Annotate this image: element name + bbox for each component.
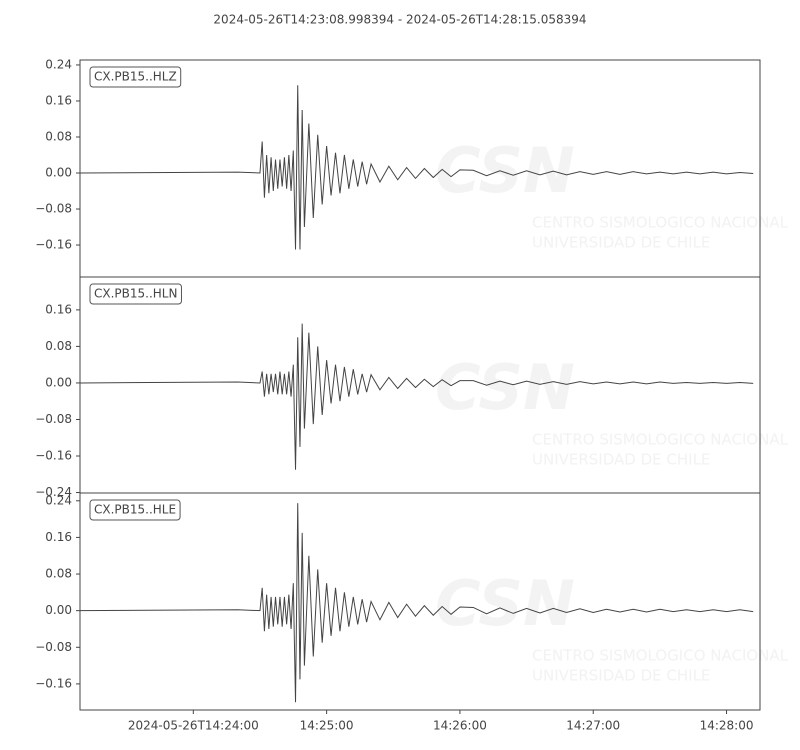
legend-label: CX.PB15..HLE (94, 503, 176, 517)
y-tick-label: −0.08 (35, 640, 72, 654)
y-tick-label: 0.16 (45, 530, 72, 544)
watermark: UNIVERSIDAD DE CHILE (532, 451, 710, 469)
watermark: CENTRO SISMOLOGICO NACIONAL (532, 214, 789, 232)
y-tick-label: −0.16 (35, 449, 72, 463)
y-tick-label: 0.08 (45, 339, 72, 353)
x-tick-label: 2024-05-26T14:24:00 (128, 719, 259, 733)
y-tick-label: 0.00 (45, 603, 72, 617)
waveform (79, 85, 754, 250)
y-tick-label: 0.24 (45, 57, 72, 71)
watermark: CENTRO SISMOLOGICO NACIONAL (532, 647, 789, 665)
waveform (79, 323, 754, 470)
x-tick-label: 14:25:00 (300, 719, 354, 733)
watermark: UNIVERSIDAD DE CHILE (532, 234, 710, 252)
y-tick-label: 0.08 (45, 567, 72, 581)
y-tick-label: −0.16 (35, 238, 72, 252)
y-tick-label: 0.16 (45, 302, 72, 316)
chart-title: 2024-05-26T14:23:08.998394 - 2024-05-26T… (213, 13, 586, 27)
watermark: CSN (435, 134, 575, 207)
legend-box (89, 283, 182, 305)
legend: CX.PB15..HLE (89, 499, 181, 521)
watermark: CSN (435, 351, 575, 424)
x-tick-label: 14:28:00 (700, 719, 754, 733)
y-tick-label: −0.08 (35, 412, 72, 426)
y-tick-label: 0.24 (45, 493, 72, 507)
y-tick-label: 0.00 (45, 375, 72, 389)
legend-box (89, 66, 182, 88)
legend: CX.PB15..HLZ (89, 66, 182, 88)
legend-box (89, 499, 181, 521)
y-tick-label: −0.08 (35, 202, 72, 216)
y-tick-label: 0.16 (45, 93, 72, 107)
legend: CX.PB15..HLN (89, 283, 182, 305)
y-tick-label: 0.08 (45, 129, 72, 143)
watermark: CENTRO SISMOLOGICO NACIONAL (532, 431, 789, 449)
legend-label: CX.PB15..HLZ (94, 70, 177, 84)
waveform (79, 503, 754, 703)
x-tick-label: 14:27:00 (566, 719, 620, 733)
y-tick-label: −0.16 (35, 676, 72, 690)
axes-frame (79, 492, 761, 711)
y-tick-label: −0.24 (35, 485, 72, 499)
watermark: UNIVERSIDAD DE CHILE (532, 667, 710, 685)
y-tick-label: 0.00 (45, 166, 72, 180)
legend-label: CX.PB15..HLN (94, 287, 177, 301)
watermark: CSN (435, 567, 575, 640)
x-tick-label: 14:26:00 (433, 719, 487, 733)
